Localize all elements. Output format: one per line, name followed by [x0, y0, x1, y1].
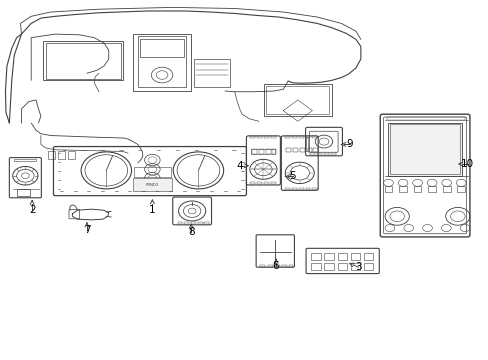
Bar	[285, 188, 289, 190]
Bar	[133, 34, 191, 91]
Bar	[250, 136, 255, 138]
Text: 1: 1	[149, 205, 155, 215]
Bar	[193, 59, 229, 87]
Bar	[267, 265, 272, 267]
Bar	[198, 222, 203, 224]
Bar	[282, 265, 286, 267]
Bar	[456, 186, 464, 193]
Bar	[337, 262, 346, 270]
Bar	[337, 253, 346, 260]
Bar	[58, 151, 65, 159]
Bar	[285, 148, 290, 152]
Bar	[305, 136, 310, 138]
Bar	[288, 265, 293, 267]
Bar	[311, 262, 321, 270]
Bar	[310, 153, 315, 155]
Bar	[67, 151, 75, 159]
Bar	[386, 117, 464, 120]
Bar	[45, 43, 121, 78]
Text: 4: 4	[236, 161, 243, 171]
Text: 2: 2	[29, 205, 36, 215]
Bar	[265, 149, 270, 154]
Bar	[266, 86, 329, 114]
Bar	[252, 149, 257, 154]
Bar	[134, 167, 170, 177]
Bar	[271, 149, 276, 154]
Bar	[442, 186, 449, 193]
Bar	[313, 148, 318, 152]
Bar	[312, 136, 317, 138]
Bar	[184, 222, 189, 224]
Bar	[274, 265, 279, 267]
Bar	[298, 136, 303, 138]
Bar	[177, 222, 182, 224]
Bar	[250, 183, 255, 184]
Bar	[264, 136, 268, 138]
Bar	[257, 136, 262, 138]
Bar	[17, 189, 30, 195]
Bar	[138, 36, 186, 87]
Bar	[317, 153, 322, 155]
Bar	[387, 123, 461, 176]
Bar	[363, 253, 373, 260]
Bar	[48, 151, 55, 159]
Text: 9: 9	[346, 139, 352, 149]
Bar	[324, 262, 333, 270]
Bar	[350, 253, 360, 260]
Bar	[324, 253, 333, 260]
Bar	[312, 188, 317, 190]
Bar	[384, 186, 391, 193]
Bar	[350, 262, 360, 270]
Text: 3: 3	[354, 262, 361, 272]
Text: PRND2: PRND2	[145, 183, 159, 186]
Bar	[264, 84, 331, 116]
Bar	[191, 222, 196, 224]
Bar	[285, 136, 289, 138]
Bar	[298, 188, 303, 190]
Bar	[330, 153, 335, 155]
Text: 8: 8	[187, 226, 194, 237]
Bar	[427, 186, 435, 193]
Bar	[43, 41, 123, 80]
Bar	[311, 253, 321, 260]
Bar	[300, 148, 305, 152]
Bar	[413, 186, 421, 193]
Text: 5: 5	[289, 171, 296, 181]
Bar	[259, 149, 264, 154]
Bar	[270, 136, 275, 138]
Bar	[203, 222, 208, 224]
Text: 6: 6	[272, 261, 279, 271]
Bar	[291, 136, 296, 138]
Bar	[305, 136, 308, 151]
Bar	[389, 125, 459, 174]
Bar	[291, 188, 296, 190]
Bar	[270, 183, 275, 184]
Bar	[292, 148, 297, 152]
Bar	[363, 262, 373, 270]
Bar	[324, 153, 328, 155]
Bar	[14, 159, 36, 161]
Bar	[251, 149, 274, 154]
Bar	[398, 186, 406, 193]
Bar	[257, 183, 262, 184]
Text: 7: 7	[83, 225, 90, 235]
Bar	[140, 40, 183, 57]
Text: 10: 10	[460, 159, 473, 169]
Bar	[133, 178, 171, 191]
Bar	[264, 183, 268, 184]
Bar	[260, 265, 265, 267]
Bar	[307, 148, 312, 152]
Bar	[305, 188, 310, 190]
